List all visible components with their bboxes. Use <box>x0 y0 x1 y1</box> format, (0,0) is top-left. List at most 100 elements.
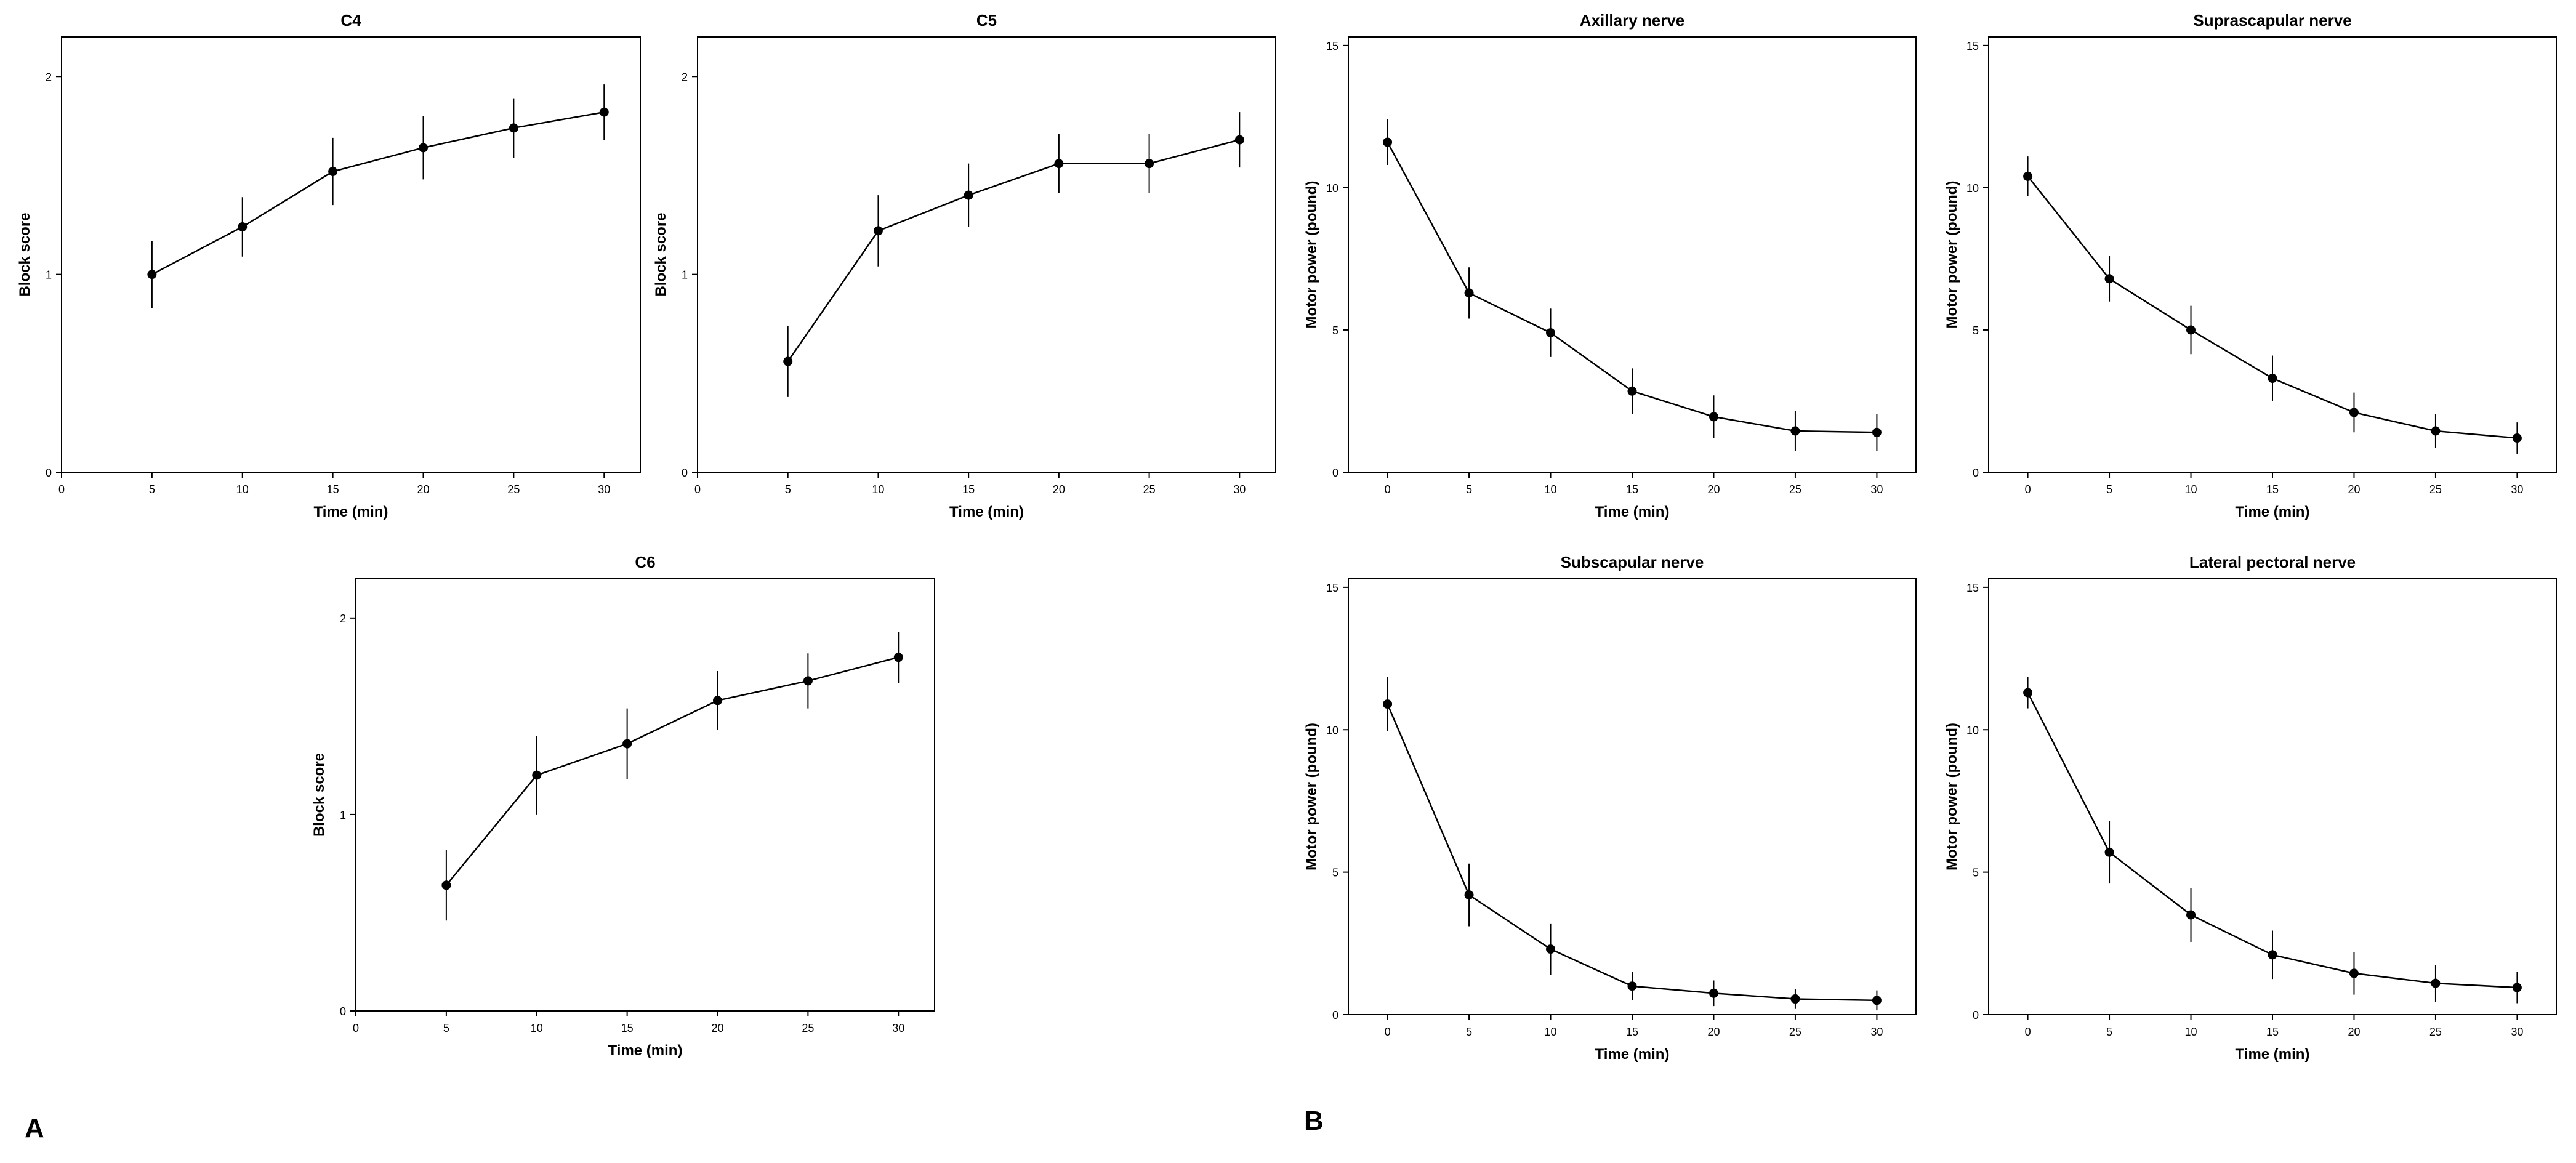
y-axis-label: Motor power (pound) <box>1303 181 1320 329</box>
x-tick-label: 30 <box>1870 1026 1883 1038</box>
x-tick-label: 15 <box>962 483 975 496</box>
data-point <box>532 770 542 780</box>
data-point <box>147 270 157 280</box>
x-tick-label: 0 <box>694 483 701 496</box>
x-tick-label: 10 <box>2185 483 2197 496</box>
x-axis-label: Time (min) <box>2236 504 2310 520</box>
x-tick-label: 0 <box>2025 1026 2031 1038</box>
y-tick-label: 5 <box>1973 324 1979 337</box>
plot-frame <box>61 36 641 473</box>
data-point <box>783 356 793 366</box>
x-axis-label: Time (min) <box>2236 1046 2310 1063</box>
data-point <box>2349 408 2359 417</box>
y-axis-label: Block score <box>653 212 669 296</box>
x-tick-label: 20 <box>1707 1026 1720 1038</box>
chart-title: Lateral pectoral nerve <box>2189 553 2356 571</box>
x-axis-label: Time (min) <box>1595 1046 1670 1063</box>
plot-frame <box>1988 36 2557 473</box>
data-point <box>2512 983 2522 992</box>
x-tick-label: 20 <box>1053 483 1065 496</box>
x-tick-label: 10 <box>1545 483 1557 496</box>
data-point <box>2431 426 2441 436</box>
y-tick-label: 2 <box>46 71 52 83</box>
x-tick-label: 25 <box>1789 1026 1801 1038</box>
data-point <box>1383 137 1393 147</box>
x-tick-label: 25 <box>1143 483 1156 496</box>
x-axis-label: Time (min) <box>949 504 1024 520</box>
x-tick-label: 15 <box>621 1022 634 1034</box>
data-point <box>2349 968 2359 978</box>
x-tick-label: 10 <box>2185 1026 2197 1038</box>
chart-lateral-pectoral: Lateral pectoral nerve 0 5 10 15 20 25 30 0 5 10 15… <box>1944 553 2557 1063</box>
data-point <box>2104 274 2114 284</box>
y-tick-label: 15 <box>1326 582 1338 594</box>
chart-c4: C4 0 5 10 15 20 25 30 0 1 2 Time (min) Block score <box>17 11 641 520</box>
x-tick-label: 15 <box>1626 1026 1638 1038</box>
plot-frame <box>697 36 1276 473</box>
data-point <box>2268 374 2277 384</box>
data-point <box>2104 847 2114 857</box>
y-tick-label: 5 <box>1973 867 1979 879</box>
x-tick-label: 0 <box>1385 483 1391 496</box>
y-tick-label: 10 <box>1966 182 1979 195</box>
x-tick-label: 30 <box>598 483 610 496</box>
data-point <box>1627 386 1637 396</box>
chart-title: C6 <box>635 553 655 571</box>
y-tick-label: 0 <box>340 1005 346 1018</box>
data-point <box>713 696 722 706</box>
y-tick-label: 0 <box>682 467 688 479</box>
y-axis-label: Motor power (pound) <box>1944 181 1960 329</box>
x-axis-label: Time (min) <box>314 504 388 520</box>
x-tick-label: 15 <box>2266 1026 2279 1038</box>
data-point <box>1872 427 1882 437</box>
x-tick-label: 5 <box>443 1022 449 1034</box>
y-tick-label: 0 <box>1973 1009 1979 1021</box>
x-tick-label: 0 <box>353 1022 359 1034</box>
data-point <box>1790 426 1800 436</box>
x-tick-label: 30 <box>1233 483 1246 496</box>
x-axis-label: Time (min) <box>1595 504 1670 520</box>
y-axis-label: Block score <box>17 212 33 296</box>
x-tick-label: 30 <box>1870 483 1883 496</box>
data-point <box>1546 328 1556 338</box>
y-tick-label: 15 <box>1966 40 1979 52</box>
y-tick-label: 10 <box>1326 724 1338 736</box>
x-tick-label: 25 <box>2429 1026 2442 1038</box>
x-tick-label: 30 <box>2511 483 2523 496</box>
y-tick-label: 15 <box>1966 582 1979 594</box>
data-point <box>599 107 609 117</box>
x-tick-label: 15 <box>2266 483 2279 496</box>
data-point <box>622 739 632 749</box>
x-tick-label: 25 <box>802 1022 814 1034</box>
data-point <box>1145 159 1154 169</box>
x-tick-label: 30 <box>892 1022 904 1034</box>
y-tick-label: 1 <box>682 269 688 281</box>
x-tick-label: 25 <box>1789 483 1801 496</box>
data-point <box>2431 978 2441 988</box>
x-tick-label: 25 <box>507 483 520 496</box>
data-point <box>1790 994 1800 1004</box>
chart-subscapular: Subscapular nerve 0 5 10 15 20 25 30 0 5 10 15 Time … <box>1303 553 1917 1063</box>
data-point <box>419 143 428 153</box>
y-axis-label: Motor power (pound) <box>1944 723 1960 871</box>
series-line <box>151 111 605 275</box>
y-tick-label: 0 <box>1332 1009 1338 1021</box>
data-point <box>1383 699 1393 709</box>
data-point <box>238 222 248 232</box>
x-tick-label: 10 <box>531 1022 543 1034</box>
x-tick-label: 10 <box>1545 1026 1557 1038</box>
series-line <box>787 139 1240 362</box>
y-tick-label: 0 <box>1973 467 1979 479</box>
x-tick-label: 30 <box>2511 1026 2523 1038</box>
y-axis-label: Block score <box>311 753 328 837</box>
x-tick-label: 20 <box>1707 483 1720 496</box>
chart-c6: C6 0 5 10 15 20 25 30 0 1 2 Time (min) Block score <box>311 553 935 1059</box>
series-line <box>1387 704 1877 1002</box>
x-tick-label: 0 <box>58 483 65 496</box>
data-point <box>803 676 813 686</box>
panel-label-a: A <box>25 1113 44 1143</box>
x-tick-label: 20 <box>2348 1026 2360 1038</box>
data-point <box>1627 981 1637 991</box>
data-point <box>441 880 451 890</box>
